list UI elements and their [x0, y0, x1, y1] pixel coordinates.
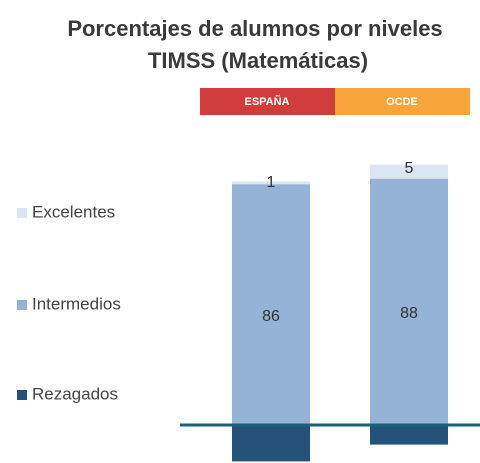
bar-segment: [232, 425, 310, 462]
legend-swatch: [17, 300, 27, 310]
bar-segment: [370, 178, 448, 425]
bar-segment: [232, 181, 310, 185]
legend-label: Rezagados: [32, 384, 118, 403]
bar-segment: [370, 425, 448, 445]
legend-swatch: [17, 208, 27, 218]
bar-segment: [232, 184, 310, 425]
category-header: [335, 88, 470, 115]
data-label: 1: [267, 174, 276, 191]
legend-swatch: [17, 390, 27, 400]
legend-label: Excelentes: [32, 202, 115, 221]
data-label: 88: [400, 305, 418, 322]
data-label: 86: [262, 308, 280, 325]
data-label: 5: [405, 160, 414, 177]
legend-label: Intermedios: [32, 294, 121, 313]
category-header: [200, 88, 335, 115]
category-label: ESPAÑA: [244, 95, 289, 108]
bar-segment: [370, 164, 448, 179]
chart-title: Porcentajes de alumnos por niveles TIMSS …: [67, 16, 442, 73]
category-label: OCDE: [386, 96, 418, 108]
